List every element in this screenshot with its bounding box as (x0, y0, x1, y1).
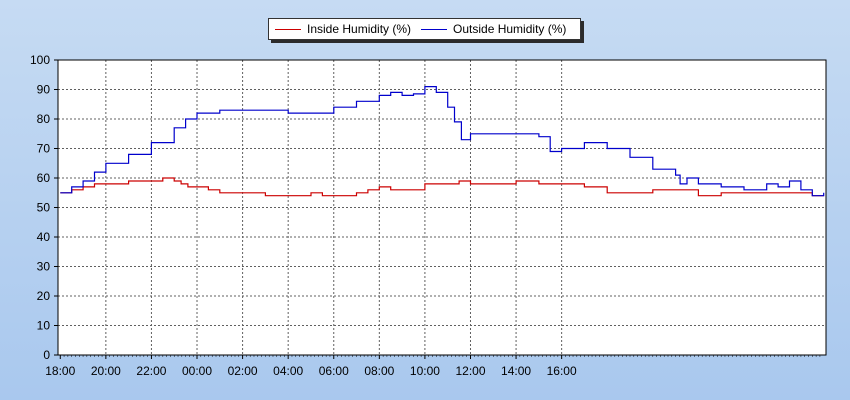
y-tick-label: 40 (37, 230, 51, 244)
x-tick-label: 22:00 (136, 364, 166, 378)
series-line-inside (60, 177, 824, 197)
y-tick-label: 20 (37, 289, 51, 303)
y-tick-label: 60 (37, 171, 51, 185)
y-tick-label: 70 (37, 142, 51, 156)
legend-label-outside: Outside Humidity (%) (453, 22, 567, 36)
legend-swatch-inside (275, 28, 301, 30)
y-tick-label: 50 (37, 201, 51, 215)
legend-item-outside: Outside Humidity (%) (421, 22, 566, 36)
legend-item-inside: Inside Humidity (%) (275, 22, 411, 36)
x-tick-label: 16:00 (547, 364, 577, 378)
x-tick-label: 00:00 (182, 364, 212, 378)
x-tick-label: 12:00 (455, 364, 485, 378)
y-tick-label: 10 (37, 319, 51, 333)
x-tick-label: 20:00 (91, 364, 121, 378)
x-tick-label: 06:00 (319, 364, 349, 378)
x-tick-label: 14:00 (501, 364, 531, 378)
x-tick-label: 10:00 (410, 364, 440, 378)
x-tick-label: 18:00 (45, 364, 75, 378)
legend: Inside Humidity (%) Outside Humidity (%) (268, 18, 581, 40)
legend-swatch-outside (421, 28, 448, 30)
y-tick-label: 90 (37, 83, 51, 97)
x-tick-label: 02:00 (228, 364, 258, 378)
series-line-outside (60, 86, 825, 197)
y-tick-label: 0 (43, 348, 50, 362)
x-tick-label: 08:00 (364, 364, 394, 378)
legend-label-inside: Inside Humidity (%) (307, 22, 412, 36)
x-tick-label: 04:00 (273, 364, 303, 378)
y-tick-label: 80 (37, 112, 51, 126)
plot-border (57, 59, 827, 356)
y-tick-label: 30 (37, 260, 51, 274)
y-tick-label: 100 (30, 53, 50, 67)
